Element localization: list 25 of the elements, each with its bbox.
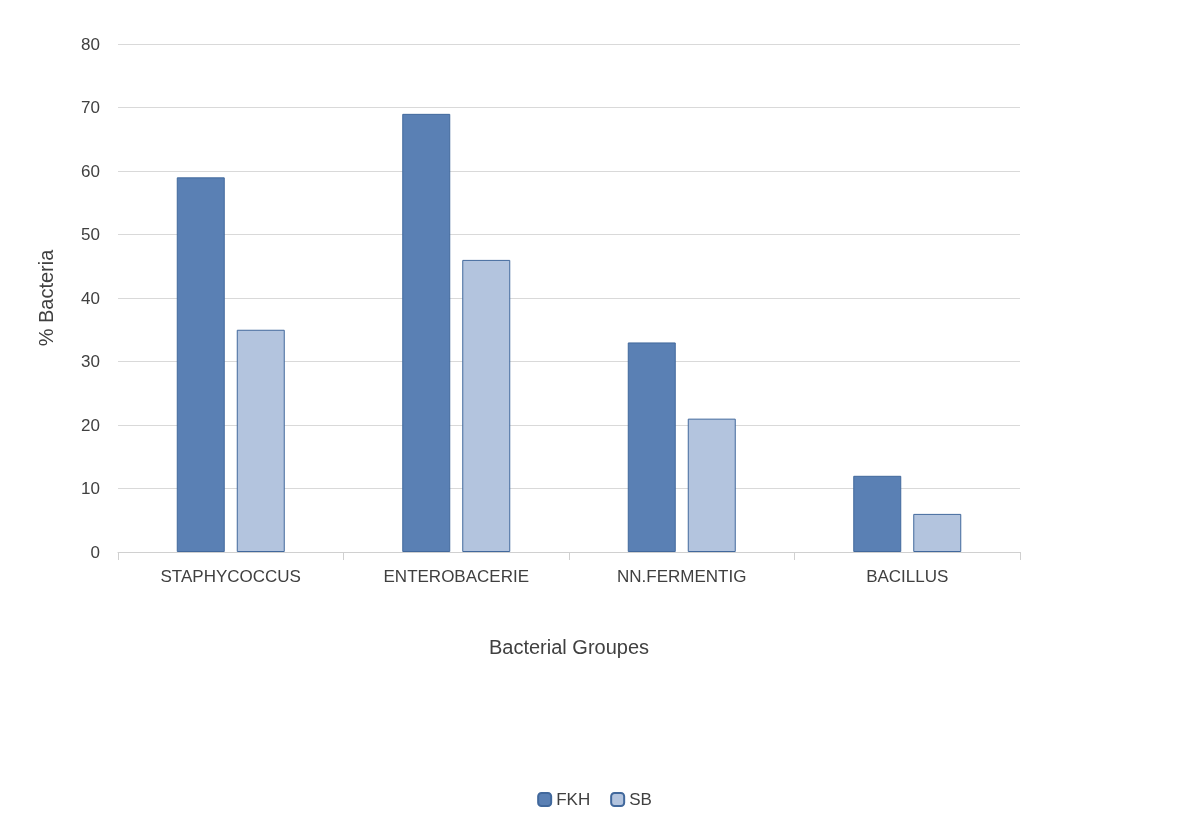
legend-label: SB bbox=[629, 790, 652, 809]
y-tick-label: 60 bbox=[81, 161, 100, 181]
x-tick-label: ENTEROBACERIE bbox=[383, 567, 529, 586]
bar bbox=[462, 259, 511, 552]
bar bbox=[853, 475, 902, 552]
bar bbox=[176, 177, 225, 552]
legend-label: FKH bbox=[556, 790, 591, 809]
y-tick-label: 10 bbox=[81, 479, 100, 498]
y-tick-label: 70 bbox=[81, 98, 100, 117]
y-tick-label: 40 bbox=[81, 288, 100, 308]
bar bbox=[627, 342, 676, 552]
bar bbox=[402, 113, 451, 552]
y-tick-label: 0 bbox=[90, 542, 100, 562]
y-axis-title: % Bacteria bbox=[35, 248, 57, 347]
x-axis-title: Bacterial Groupes bbox=[488, 636, 650, 658]
y-tick-label: 50 bbox=[81, 225, 100, 244]
x-tick-label: STAPHYCOCCUS bbox=[160, 567, 301, 586]
y-tick-label: 80 bbox=[81, 34, 100, 54]
x-tick-label: BACILLUS bbox=[866, 567, 949, 586]
bar bbox=[236, 329, 285, 552]
y-tick-label: 30 bbox=[81, 352, 100, 371]
bar bbox=[913, 513, 962, 552]
x-tick-label: NN.FERMENTIG bbox=[617, 567, 747, 586]
y-tick-label: 20 bbox=[81, 415, 100, 435]
bar bbox=[687, 418, 736, 552]
